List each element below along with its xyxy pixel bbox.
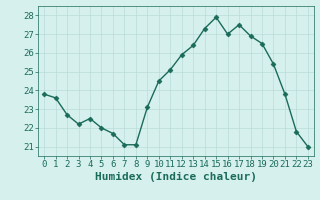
X-axis label: Humidex (Indice chaleur): Humidex (Indice chaleur)	[95, 172, 257, 182]
